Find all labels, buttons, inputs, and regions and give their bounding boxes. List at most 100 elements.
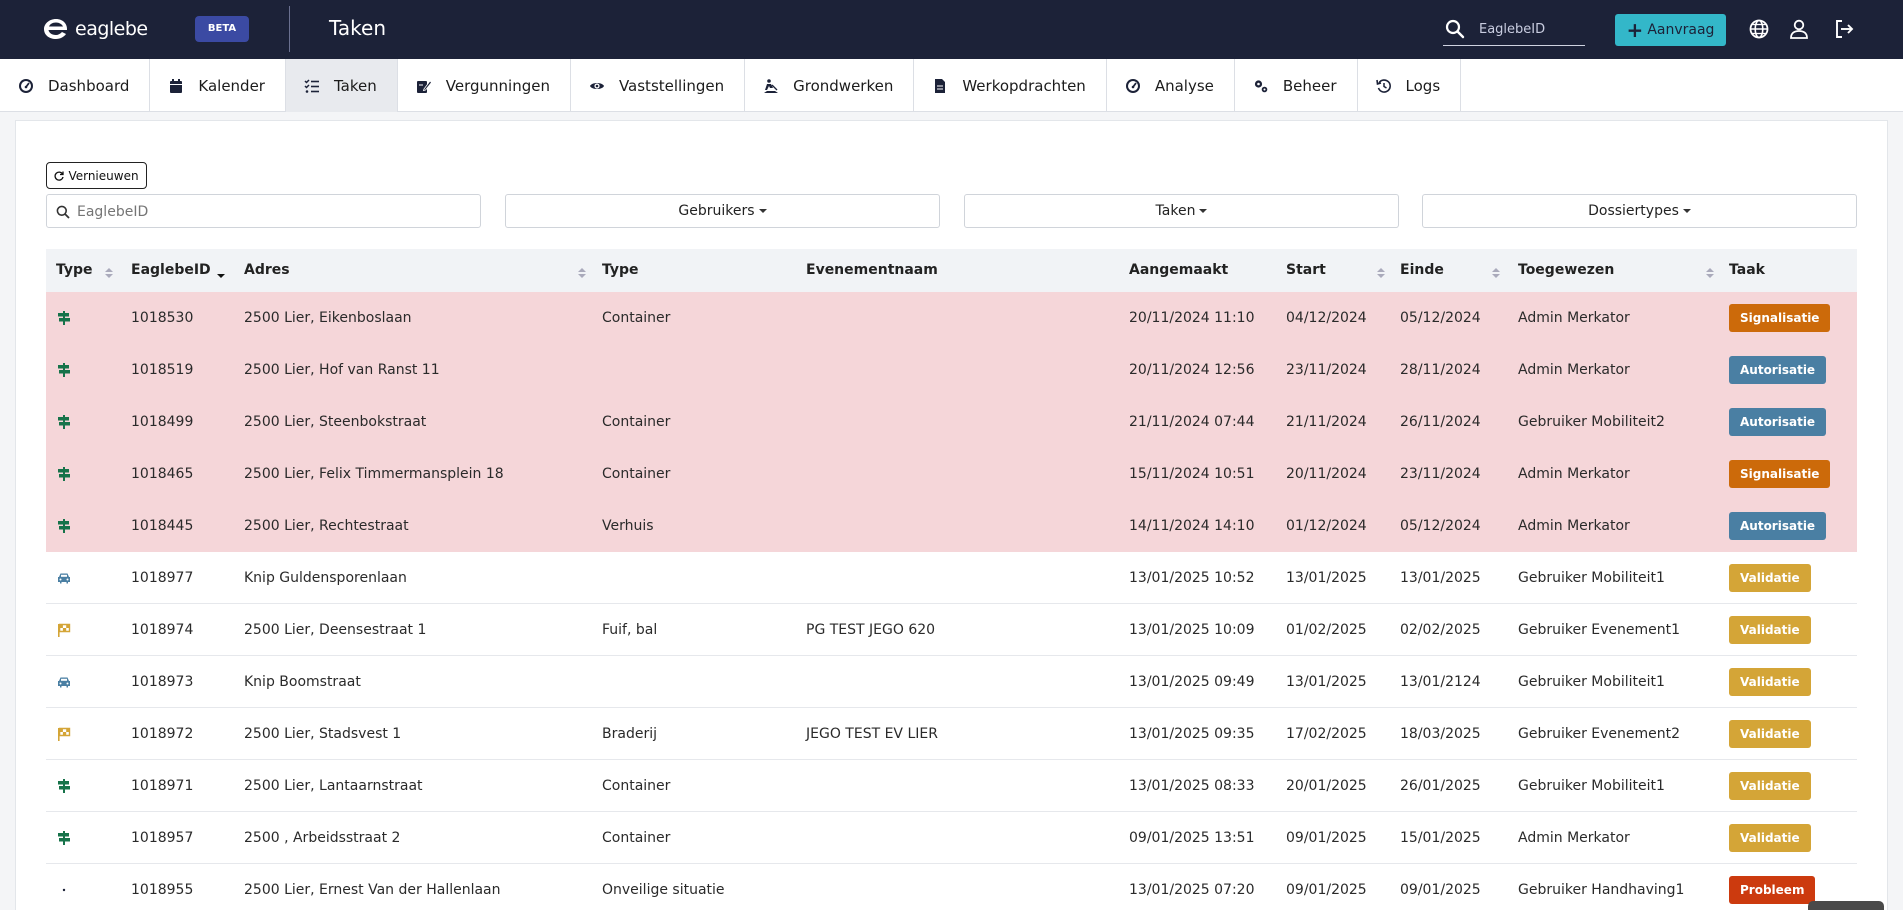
end-date: 23/11/2024 (1400, 466, 1481, 482)
nav-label: Dashboard (48, 76, 130, 95)
column-header[interactable]: Evenementnaam (806, 262, 938, 278)
nav-label: Beheer (1282, 76, 1337, 95)
signpost-icon (58, 467, 70, 481)
column-header[interactable]: Einde (1400, 262, 1444, 278)
scrollbar-thumb[interactable] (1808, 901, 1884, 910)
sort-icon[interactable] (105, 267, 113, 279)
column-header[interactable]: Aangemaakt (1129, 262, 1229, 278)
gebruikers-dropdown[interactable]: Gebruikers (505, 194, 940, 228)
column-header[interactable]: EaglebeID (131, 262, 211, 278)
table-row[interactable]: 1018974 2500 Lier, Deensestraat 1 Fuif, ba… (46, 604, 1857, 656)
nav-label: Taken (333, 76, 377, 95)
table-row[interactable]: 1018445 2500 Lier, Rechtestraat Verhuis 14/… (46, 500, 1857, 552)
assigned-user: Gebruiker Evenement1 (1518, 622, 1681, 638)
eye-icon (61, 887, 67, 893)
task-badge[interactable]: Validatie (1729, 824, 1811, 852)
event-name: PG TEST JEGO 620 (806, 622, 936, 638)
filter-search-input[interactable] (77, 201, 467, 223)
table-row[interactable]: 1018499 2500 Lier, Steenbokstraat Containe… (46, 396, 1857, 448)
nav-logs[interactable]: Logs (1358, 59, 1462, 112)
table-row[interactable]: 1018977 Knip Guldensporenlaan 13/01/2025 1… (46, 552, 1857, 604)
sort-desc-icon[interactable] (217, 267, 225, 279)
task-badge[interactable]: Autorisatie (1729, 408, 1827, 436)
taken-dropdown[interactable]: Taken (964, 194, 1399, 228)
address: 2500 Lier, Felix Timmermansplein 18 (244, 466, 504, 482)
task-badge[interactable]: Validatie (1729, 668, 1811, 696)
address: Knip Guldensporenlaan (244, 570, 407, 586)
created-date: 13/01/2025 09:49 (1129, 674, 1255, 690)
header-search-input[interactable] (1479, 18, 1579, 40)
column-header[interactable]: Taak (1729, 262, 1765, 278)
eaglebe-logo-icon (44, 19, 68, 39)
flag-icon (58, 727, 71, 741)
car-icon (58, 677, 70, 688)
nav-analyse[interactable]: Analyse (1107, 59, 1235, 112)
main-nav: Dashboard Kalender Taken Vergunningen Va… (0, 59, 1903, 112)
table-row[interactable]: 1018955 2500 Lier, Ernest Van der Hallenl… (46, 864, 1857, 910)
nav-kalender[interactable]: Kalender (150, 59, 286, 112)
start-date: 20/01/2025 (1286, 778, 1367, 794)
end-date: 09/01/2025 (1400, 882, 1481, 898)
signpost-icon (58, 831, 70, 845)
column-header[interactable]: Type (602, 262, 639, 278)
task-badge[interactable]: Validatie (1729, 720, 1811, 748)
dossiertypes-dropdown[interactable]: Dossiertypes (1422, 194, 1857, 228)
sort-icon[interactable] (578, 267, 586, 279)
brand-logo[interactable]: eaglebe (42, 17, 148, 41)
table-row[interactable]: 1018465 2500 Lier, Felix Timmermansplein … (46, 448, 1857, 500)
header-divider (289, 6, 290, 52)
user-icon[interactable] (1788, 18, 1810, 40)
sort-icon[interactable] (1492, 267, 1500, 279)
column-header[interactable]: Start (1286, 262, 1326, 278)
table-row[interactable]: 1018519 2500 Lier, Hof van Ranst 11 20/11/… (46, 344, 1857, 396)
end-date: 26/11/2024 (1400, 414, 1481, 430)
task-badge[interactable]: Validatie (1729, 564, 1811, 592)
task-badge[interactable]: Probleem (1729, 876, 1816, 904)
address: 2500 Lier, Steenbokstraat (244, 414, 427, 430)
table-row[interactable]: 1018957 2500 , Arbeidsstraat 2 Container 09… (46, 812, 1857, 864)
column-header[interactable]: Adres (244, 262, 290, 278)
task-badge[interactable]: Signalisatie (1729, 460, 1831, 488)
start-date: 04/12/2024 (1286, 310, 1367, 326)
dossier-type: Container (602, 414, 671, 430)
eye-icon (589, 82, 604, 89)
table-row[interactable]: 1018971 2500 Lier, Lantaarnstraat Containe… (46, 760, 1857, 812)
start-date: 23/11/2024 (1286, 362, 1367, 378)
task-badge[interactable]: Signalisatie (1729, 304, 1831, 332)
table-row[interactable]: 1018530 2500 Lier, Eikenboslaan Container 2… (46, 292, 1857, 344)
nav-taken[interactable]: Taken (285, 59, 398, 112)
assigned-user: Admin Merkator (1518, 830, 1630, 846)
nav-vergunningen[interactable]: Vergunningen (398, 59, 571, 112)
nav-grondwerken[interactable]: Grondwerken (745, 59, 915, 112)
caret-down-icon (758, 209, 767, 213)
dropdown-label: Gebruikers (678, 203, 755, 219)
task-badge[interactable]: Autorisatie (1729, 356, 1827, 384)
nav-vaststellingen[interactable]: Vaststellingen (571, 59, 746, 112)
task-badge[interactable]: Autorisatie (1729, 512, 1827, 540)
refresh-label: Vernieuwen (68, 168, 139, 183)
task-badge[interactable]: Validatie (1729, 616, 1811, 644)
sort-icon[interactable] (1706, 267, 1714, 279)
nav-dashboard[interactable]: Dashboard (0, 59, 151, 112)
end-date: 02/02/2025 (1400, 622, 1481, 638)
table-row[interactable]: 1018973 Knip Boomstraat 13/01/2025 09:49 13… (46, 656, 1857, 708)
address: 2500 Lier, Hof van Ranst 11 (244, 362, 440, 378)
car-icon (58, 573, 70, 584)
nav-werkopdrachten[interactable]: Werkopdrachten (914, 59, 1107, 112)
assigned-user: Gebruiker Mobiliteit2 (1518, 414, 1665, 430)
sort-icon[interactable] (1377, 267, 1385, 279)
task-badge[interactable]: Validatie (1729, 772, 1811, 800)
refresh-button[interactable]: Vernieuwen (46, 162, 147, 189)
assigned-user: Gebruiker Mobiliteit1 (1518, 778, 1665, 794)
eaglebe-id: 1018973 (131, 674, 194, 690)
globe-icon[interactable] (1748, 18, 1770, 40)
logout-icon[interactable] (1833, 18, 1855, 40)
assigned-user: Admin Merkator (1518, 310, 1630, 326)
table-row[interactable]: 1018972 2500 Lier, Stadsvest 1 Braderij JEG… (46, 708, 1857, 760)
nav-label: Vaststellingen (618, 76, 725, 95)
nav-beheer[interactable]: Beheer (1235, 59, 1358, 112)
column-header[interactable]: Toegewezen (1518, 262, 1615, 278)
aanvraag-button[interactable]: + Aanvraag (1615, 14, 1726, 46)
dossier-type: Container (602, 310, 671, 326)
column-header[interactable]: Type (56, 262, 93, 278)
